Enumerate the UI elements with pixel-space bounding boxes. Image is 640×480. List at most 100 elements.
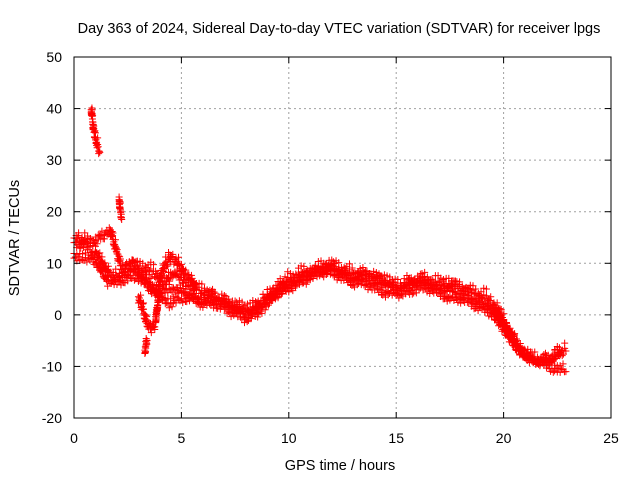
point-track-d (182, 266, 190, 274)
point-track-c (500, 310, 508, 318)
x-tick-label: 25 (603, 430, 619, 446)
point-track-c (84, 238, 92, 246)
plot-frame (73, 56, 612, 419)
point-track-b (145, 275, 153, 283)
point-track-b (102, 272, 110, 280)
point-track-b (109, 276, 117, 284)
point-track-d (177, 260, 185, 268)
x-tick-label: 15 (388, 430, 404, 446)
point-track-b (74, 253, 82, 261)
y-tick-label: -20 (42, 410, 62, 426)
point-track-c (511, 330, 519, 338)
point-track-d (175, 253, 183, 261)
point-track-c (275, 284, 283, 292)
point-track-b (408, 290, 416, 298)
point-track-c (348, 264, 356, 272)
point-track-d (164, 262, 172, 270)
point-track-d (179, 264, 187, 272)
point-track-a (98, 253, 106, 261)
point-track-b (469, 300, 477, 308)
point-track-d (169, 250, 177, 258)
point-track-b (274, 293, 282, 301)
point-track-b (103, 273, 111, 281)
point-track-c (116, 255, 124, 263)
point-track-b (222, 304, 230, 312)
point-track-a (104, 262, 112, 270)
point-track-c (258, 303, 266, 311)
point-track-d (156, 277, 164, 285)
point-track-b (88, 252, 96, 260)
point-track-d (149, 324, 157, 332)
data-points (70, 104, 570, 376)
point-track-c (521, 346, 529, 354)
point-track-c (390, 278, 398, 286)
point-track-d (140, 299, 148, 307)
point-track-b (559, 360, 567, 368)
point-track-c (225, 295, 233, 303)
point-track-b (80, 257, 88, 265)
y-tick-label: 50 (46, 49, 62, 65)
y-tick-label: -10 (42, 358, 62, 374)
point-track-c (207, 291, 215, 299)
point-track-d (160, 267, 168, 275)
point-track-a (561, 339, 569, 347)
point-track-b (562, 368, 570, 376)
point-spike-early (93, 144, 101, 152)
point-track-c (250, 303, 258, 311)
point-track-c (113, 246, 121, 254)
x-tick-label: 20 (496, 430, 512, 446)
point-track-b (102, 266, 110, 274)
point-track-b (289, 287, 297, 295)
point-track-b (84, 251, 92, 259)
point-track-c (300, 262, 308, 270)
point-track-c (211, 289, 219, 297)
point-track-c (81, 229, 89, 237)
point-track-b (258, 309, 266, 317)
point-track-c (161, 281, 169, 289)
point-track-c (335, 259, 343, 267)
y-tick-label: 30 (46, 152, 62, 168)
point-track-c (452, 277, 460, 285)
point-track-c (198, 280, 206, 288)
point-track-c (472, 285, 480, 293)
point-track-c (111, 236, 119, 244)
point-track-c (433, 282, 441, 290)
point-track-c (149, 261, 157, 269)
point-spike-early (90, 122, 98, 130)
point-track-b (302, 280, 310, 288)
point-track-d (143, 313, 151, 321)
point-track-b (556, 362, 564, 370)
point-track-c (263, 285, 271, 293)
point-drop-low (143, 337, 151, 345)
point-track-c (394, 276, 402, 284)
point-track-c (292, 277, 300, 285)
point-track-c (503, 319, 511, 327)
point-track-d (192, 280, 200, 288)
point-track-c (261, 300, 269, 308)
point-track-b (292, 283, 300, 291)
point-track-c (482, 285, 490, 293)
point-track-b (96, 260, 104, 268)
point-track-b (168, 303, 176, 311)
point-spike-mid (116, 199, 124, 207)
y-tick-label: 0 (54, 307, 62, 323)
point-track-b (148, 281, 156, 289)
point-spike-early (89, 111, 97, 119)
y-tick-label: 20 (46, 204, 62, 220)
point-spike-early (96, 148, 104, 156)
point-track-c (93, 240, 101, 248)
point-track-c (86, 235, 94, 243)
point-track-a (416, 270, 424, 278)
point-track-c (166, 277, 174, 285)
point-track-a (168, 285, 176, 293)
point-track-b (91, 249, 99, 257)
point-track-c (513, 337, 521, 345)
point-track-b (494, 316, 502, 324)
point-track-d (137, 291, 145, 299)
point-track-c (421, 268, 429, 276)
point-spike-early (94, 143, 102, 151)
point-track-c (531, 348, 539, 356)
point-track-d (188, 274, 196, 282)
point-track-c (328, 261, 336, 269)
point-track-c (504, 324, 512, 332)
